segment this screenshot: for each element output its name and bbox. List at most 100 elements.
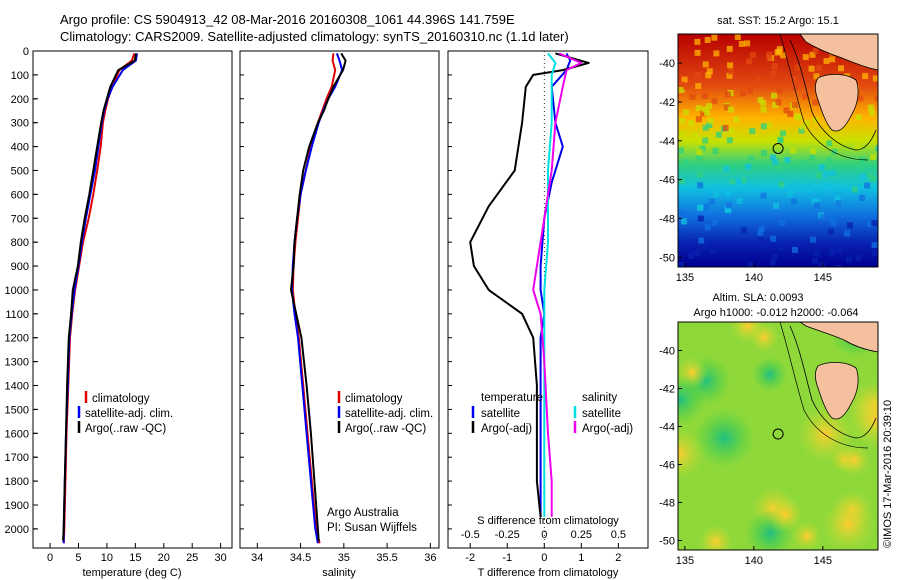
sst-pixel [802, 54, 809, 61]
sst-pixel [736, 178, 742, 185]
map-y-tick-label: -48 [659, 213, 675, 225]
sst-pixel [871, 250, 878, 256]
sst-pixel [835, 247, 842, 254]
sst-pixel [697, 215, 704, 222]
depth-tick-label: 400 [11, 142, 29, 154]
depth-tick-label: 100 [11, 70, 29, 82]
argo-location-marker [772, 142, 784, 154]
sst-land-tasmania [814, 74, 859, 132]
sst-pixel [838, 65, 844, 72]
sst-pixel [871, 220, 878, 227]
sst-pixel [772, 253, 778, 260]
sst-pixel [691, 131, 698, 138]
map-x-tick-label: 140 [745, 555, 763, 567]
sst-pixel [729, 178, 736, 185]
x-tick-label: 1 [578, 552, 584, 564]
sst-pixel [678, 87, 685, 93]
map-x-tick-label: 145 [814, 555, 832, 567]
x2-tick-label: 0.5 [611, 529, 626, 541]
sst-map-frame [677, 33, 879, 268]
temperature-plot-frame [32, 50, 233, 549]
sst-pixel [736, 198, 743, 205]
depth-tick-label: 900 [11, 261, 29, 273]
sst-pixel [875, 145, 878, 152]
sst-pixel [748, 187, 755, 194]
temperature-legend: climatology satellite-adj. clim. Argo(..… [77, 391, 173, 435]
sst-pixel [869, 153, 876, 160]
sst-pixel [683, 159, 690, 166]
map-y-tick-label: -44 [659, 136, 675, 148]
legend-label: Argo(..raw -QC) [345, 423, 426, 435]
sst-pixel [724, 206, 731, 213]
sst-pixel [746, 58, 752, 65]
map-y-tick-label: -50 [659, 252, 675, 264]
depth-tick-label: 600 [11, 189, 29, 201]
sst-pixel [693, 238, 700, 245]
sla-anomaly-blob [729, 322, 766, 345]
sla-map-frame [677, 321, 879, 551]
sla-anomaly-blob [678, 374, 706, 425]
sla-anomaly-blob [694, 408, 754, 468]
map-y-tick-label: -46 [659, 175, 675, 187]
sst-pixel [706, 122, 713, 128]
sst-pixel [702, 137, 709, 144]
sst-pixel [780, 130, 786, 137]
sst-pixel [758, 225, 765, 232]
sst-pixel [869, 109, 875, 116]
series-line [62, 53, 137, 541]
map-y-tick-label: -44 [659, 422, 675, 434]
sla-anomaly-blob [847, 390, 878, 449]
sst-pixel [724, 91, 731, 98]
x-tick-label: 36 [424, 552, 436, 564]
sst-pixel [682, 109, 689, 116]
depth-tick-label: 1000 [5, 285, 29, 297]
sst-pixel [726, 202, 732, 209]
sla-map-title: Altim. SLA: 0.0093 [712, 292, 803, 304]
sst-pixel [805, 186, 812, 193]
sst-pixel [711, 98, 718, 105]
sst-pixel [723, 165, 730, 172]
sst-pixel [790, 147, 797, 154]
legend-group-title: temperature [481, 392, 543, 404]
sst-pixel [695, 72, 701, 78]
sst-pixel [791, 84, 798, 91]
sst-pixel [755, 76, 762, 83]
sst-pixel [726, 72, 733, 79]
sst-pixel [681, 218, 687, 225]
difference-xlabel: T difference from climatology [478, 567, 619, 579]
sst-pixel [778, 181, 785, 188]
figure-subtitle: Climatology: CARS2009. Satellite-adjuste… [60, 29, 569, 44]
sst-pixel [715, 131, 722, 138]
sst-pixel [678, 262, 685, 267]
sst-pixel [747, 88, 753, 94]
map-y-tick-label: -50 [659, 536, 675, 548]
sst-pixel [859, 173, 866, 180]
sla-anomaly-blob [791, 520, 823, 550]
legend-group-title: salinity [582, 392, 617, 404]
sst-pixel [827, 183, 834, 190]
depth-tick-label: 700 [11, 213, 29, 225]
sst-pixel [828, 216, 835, 223]
legend-label: satellite-adj. clim. [345, 408, 433, 420]
sst-pixel [855, 114, 862, 121]
sst-pixel [786, 191, 793, 198]
legend-label: Argo(-adj) [582, 423, 633, 435]
sst-pixel [779, 220, 785, 226]
legend-label: Argo(..raw -QC) [85, 423, 166, 435]
sst-pixel [877, 37, 878, 44]
x2-tick-label: 0.25 [571, 529, 592, 541]
sst-pixel [844, 230, 851, 237]
sst-pixel [774, 49, 781, 56]
sst-pixel [800, 123, 806, 130]
map-x-tick-label: 135 [676, 272, 694, 284]
sst-pixel [776, 164, 783, 171]
sst-pixel [771, 136, 778, 143]
sst-pixel [862, 73, 869, 80]
sst-pixel [835, 200, 842, 207]
sst-pixel [728, 127, 735, 134]
sst-pixel [773, 202, 780, 209]
map-y-tick-label: -40 [659, 58, 675, 70]
sst-pixel [760, 100, 767, 107]
depth-tick-label: 1200 [5, 333, 29, 345]
sst-pixel [733, 116, 740, 123]
